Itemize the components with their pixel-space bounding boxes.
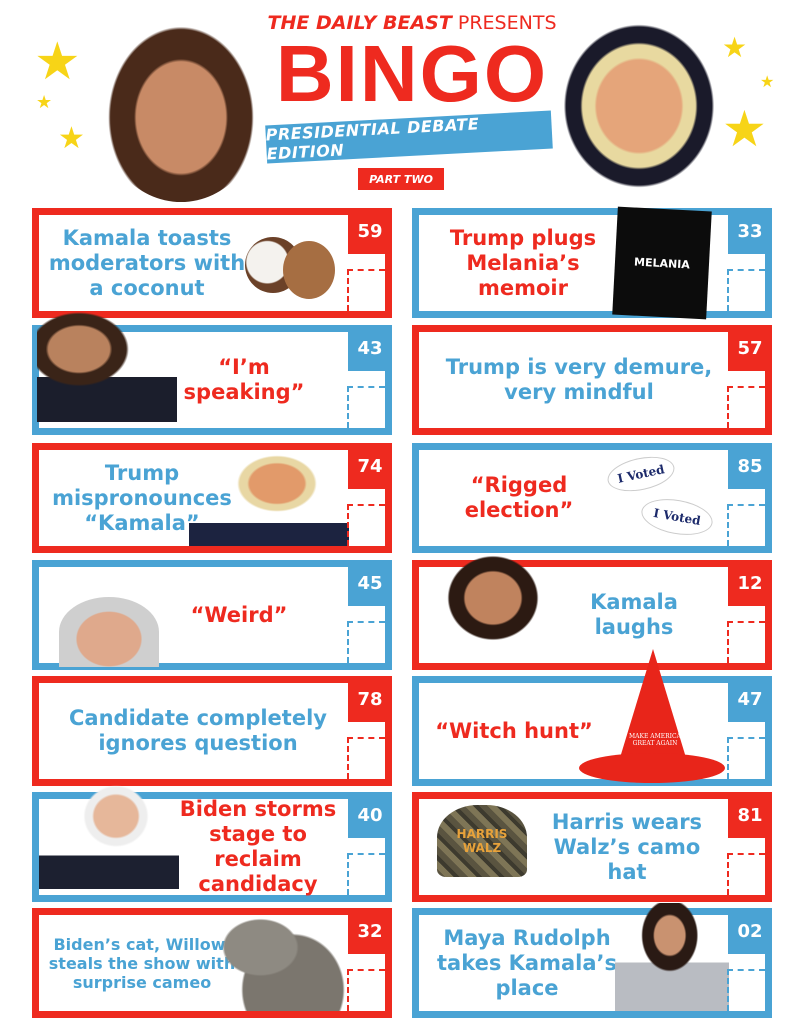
card-text: Maya Rudolph takes Kamala’s place [436,925,617,1000]
melania-book-image: MELANIA [612,206,712,320]
bingo-card-32[interactable]: Biden’s cat, Willow, steals the show wit… [32,905,392,1018]
card-checkbox[interactable] [727,269,765,311]
card-text: “I’m speaking” [183,355,305,404]
card-checkbox[interactable] [347,269,385,311]
kamala-hand-raised-image [37,310,177,422]
bingo-card-40[interactable]: Biden storms stage to reclaim candidacy … [32,777,392,902]
header-brand-line: THE DAILY BEAST PRESENTS [262,12,562,34]
star-icon: ★ [722,31,748,64]
card-checkbox[interactable] [347,386,385,428]
card-number: 02 [728,908,772,954]
star-icon: ★ [58,121,85,156]
card-text: “Weird” [190,602,288,627]
trump-portrait [556,16,722,196]
card-text: “Witch hunt” [435,718,593,743]
subtitle-banner: PRESIDENTIAL DEBATE EDITION [265,110,553,164]
card-number: 85 [728,443,772,489]
bingo-card-33[interactable]: Trump plugs Melania’s memoir MELANIA 33 [412,206,772,320]
kamala-portrait [98,14,264,202]
kamala-laughing-image [423,533,563,663]
brand-name: THE DAILY BEAST [267,12,452,34]
card-text: Trump is very demure, very mindful [445,355,713,404]
biden-shouting-image [39,777,179,889]
walz-face-image [59,597,159,667]
star-icon: ★ [760,72,775,91]
bingo-card-59[interactable]: Kamala toasts moderators with a coconut … [32,208,392,318]
book-title: MELANIA [633,255,691,271]
star-icon: ★ [34,32,81,92]
bingo-card-74[interactable]: Trump mispronounces “Kamala” 74 [32,442,392,553]
card-number: 47 [728,676,772,722]
card-text: Harris wears Walz’s camo hat [551,809,703,884]
card-checkbox[interactable] [347,969,385,1011]
trump-pointing-image [189,442,349,546]
part-badge: PART TWO [358,168,444,190]
star-icon: ★ [36,92,53,113]
card-number: 57 [728,325,772,371]
sticker-text: I Voted [652,505,702,529]
maga-witch-hat-brim [579,753,725,783]
card-number: 33 [728,208,772,254]
card-number: 81 [728,792,772,838]
i-voted-sticker: I Voted [604,451,678,497]
hat-text: MAKE AMERICA GREAT AGAIN [629,733,681,747]
card-text: Biden storms stage to reclaim candidacy [179,797,337,896]
i-voted-sticker: I Voted [638,494,716,540]
bingo-card-81[interactable]: HARRIS WALZ Harris wears Walz’s camo hat… [412,792,772,902]
card-checkbox[interactable] [727,621,765,663]
card-text: “Rigged election” [464,473,574,522]
bingo-card-12[interactable]: Kamala laughs 12 [412,533,772,670]
bingo-card-47[interactable]: “Witch hunt” MAKE AMERICA GREAT AGAIN 47 [412,649,772,786]
maga-witch-hat-image [619,649,687,761]
card-number: 32 [348,908,392,954]
card-checkbox[interactable] [347,737,385,779]
card-checkbox[interactable] [727,737,765,779]
card-text: Kamala laughs [590,590,678,639]
card-number: 78 [348,676,392,722]
card-number: 59 [348,208,392,254]
cat-image [215,905,345,1011]
card-number: 12 [728,560,772,606]
card-number: 74 [348,443,392,489]
card-checkbox[interactable] [727,969,765,1011]
maya-rudolph-image [615,903,729,1011]
card-text: Biden’s cat, Willow, steals the show wit… [48,934,236,992]
star-icon: ★ [722,100,767,158]
card-number: 43 [348,325,392,371]
bingo-card-57[interactable]: Trump is very demure, very mindful 57 [412,325,772,435]
bingo-card-02[interactable]: Maya Rudolph takes Kamala’s place 02 [412,903,772,1018]
card-checkbox[interactable] [347,621,385,663]
card-text: Trump plugs Melania’s memoir [449,225,597,300]
bingo-card-78[interactable]: Candidate completely ignores question 78 [32,676,392,786]
card-number: 40 [348,792,392,838]
card-number: 45 [348,560,392,606]
card-checkbox[interactable] [727,853,765,895]
card-text: Candidate completely ignores question [69,706,327,755]
card-text: Kamala toasts moderators with a coconut [48,225,246,300]
sticker-text: I Voted [616,462,666,486]
bingo-card-43[interactable]: “I’m speaking” 43 [32,310,392,435]
card-checkbox[interactable] [727,386,765,428]
presents-text: PRESENTS [457,12,557,34]
bingo-card-45[interactable]: “Weird” 45 [32,560,392,670]
card-checkbox[interactable] [727,504,765,546]
card-checkbox[interactable] [347,504,385,546]
card-text: Trump mispronounces “Kamala” [52,460,232,535]
coconut-image [283,241,335,299]
camo-cap-image: HARRIS WALZ [437,805,527,877]
cap-text: HARRIS WALZ [456,827,508,855]
card-checkbox[interactable] [347,853,385,895]
page-title: BINGO [275,29,549,118]
